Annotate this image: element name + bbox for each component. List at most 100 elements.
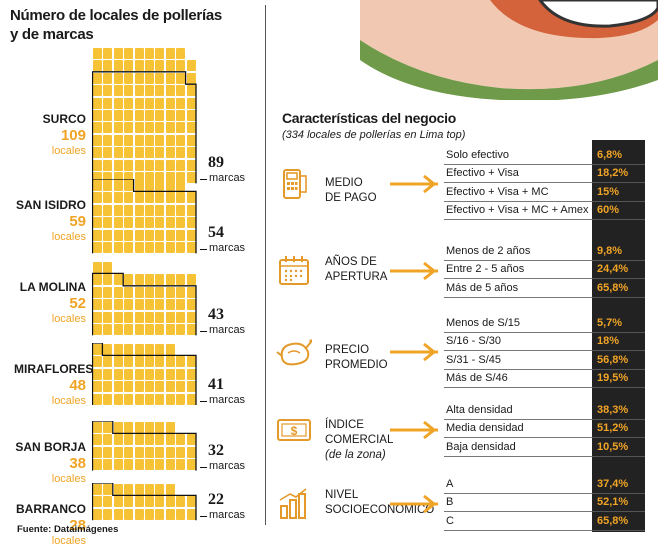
locales-label: locales	[51, 313, 86, 325]
waffle-cell	[103, 434, 113, 446]
waffle-cell	[155, 311, 165, 323]
table-row: Media densidad 51,2%	[444, 420, 645, 439]
waffle-cell	[134, 85, 144, 97]
waffle-cell	[113, 311, 123, 323]
waffle-cell	[134, 97, 144, 109]
waffle-cell	[165, 204, 175, 216]
brands-outline	[92, 272, 197, 336]
chart-title-line1: Número de locales de pollerías	[10, 7, 222, 24]
waffle-cell	[155, 180, 165, 191]
waffle-cell	[93, 122, 102, 134]
waffle-cell	[145, 85, 154, 97]
row-value: 65,8%	[597, 281, 629, 294]
waffle-cell	[165, 97, 175, 109]
row-value: 38,3%	[597, 404, 629, 416]
waffle-cell	[176, 299, 186, 311]
row-label: A	[446, 478, 454, 490]
waffle-cell	[113, 72, 123, 84]
waffle-cell	[145, 311, 154, 323]
waffle-cell	[165, 434, 175, 446]
waffle-cell	[103, 459, 113, 471]
waffle-cell	[165, 311, 175, 323]
waffle-cell	[186, 356, 196, 368]
waffle-cell	[145, 97, 154, 109]
business-title: Características del negocio	[282, 110, 456, 126]
waffle-cell	[124, 446, 134, 458]
waffle-cell	[145, 134, 154, 146]
table-row: Entre 2 - 5 años 24,4%	[444, 261, 645, 280]
table-row: C 65,8%	[444, 513, 645, 531]
locales-label: locales	[51, 535, 86, 547]
waffle-cell	[165, 72, 175, 84]
waffle-cell	[145, 110, 154, 121]
section-label: ÍNDICE COMERCIAL (de la zona)	[325, 418, 393, 463]
waffle-cell	[145, 459, 154, 471]
waffle-cell	[176, 242, 186, 253]
waffle-cell	[124, 204, 134, 216]
waffle-cell	[176, 134, 186, 146]
row-label: Efectivo + Visa + MC + Amex	[446, 204, 589, 217]
waffle-cell	[93, 192, 102, 204]
waffle-cell	[103, 217, 113, 229]
waffle-cell	[124, 381, 134, 393]
waffle-cell	[186, 286, 196, 298]
district-name: BARRANCO	[16, 502, 86, 516]
row-label: Entre 2 - 5 años	[446, 263, 525, 276]
waffle-cell	[103, 134, 113, 146]
waffle-cell	[155, 48, 165, 59]
waffle-cell	[93, 434, 102, 446]
waffle-cell	[113, 172, 123, 183]
table-row: A 37,4%	[444, 476, 645, 494]
waffle-cell	[186, 134, 196, 146]
waffle-cell	[186, 147, 196, 159]
waffle-cell	[165, 159, 175, 171]
row-divider	[444, 332, 592, 333]
waffle-cell	[155, 496, 165, 508]
section-label-note: (de la zona)	[325, 449, 386, 461]
waffle-cell	[93, 422, 102, 433]
waffle-cell	[124, 393, 134, 405]
waffle-cell	[165, 229, 175, 241]
waffle-cell	[124, 368, 134, 380]
waffle-cell	[93, 60, 102, 72]
row-label: Media densidad	[446, 422, 524, 435]
waffle-cell	[155, 508, 165, 520]
waffle-cell	[155, 324, 165, 335]
waffle-cell	[165, 48, 175, 59]
marcas-tick	[200, 331, 207, 333]
waffle-cell	[134, 274, 144, 286]
waffle-cell	[103, 172, 113, 183]
waffle-cell	[124, 85, 134, 97]
waffle-cell	[103, 204, 113, 216]
waffle-cell	[155, 217, 165, 229]
waffle-cell	[103, 299, 113, 311]
section-label: PRECIO PROMEDIO	[325, 343, 388, 373]
marcas-count: 89	[208, 154, 224, 172]
waffle-cell	[124, 97, 134, 109]
waffle-cell	[124, 459, 134, 471]
waffle-cell	[145, 324, 154, 335]
waffle-cell	[134, 344, 144, 355]
row-divider	[592, 350, 645, 352]
waffle-cell	[145, 159, 154, 171]
row-value: 65,8%	[597, 514, 629, 527]
section-label-line: NIVEL	[325, 489, 359, 501]
waffle-cell	[93, 172, 102, 183]
waffle-cell	[155, 484, 165, 495]
waffle-cell	[186, 122, 196, 134]
waffle-cell	[124, 422, 134, 433]
row-value: 24,4%	[597, 263, 629, 276]
row-divider	[592, 164, 645, 165]
row-label: B	[446, 496, 454, 509]
waffle-cell	[176, 172, 186, 183]
waffle-cell	[176, 97, 186, 109]
waffle-cell	[113, 204, 123, 216]
waffle-cell	[113, 344, 123, 355]
row-label: Baja densidad	[446, 440, 516, 453]
waffle-cell	[113, 122, 123, 134]
locales-count: 28	[69, 517, 86, 534]
waffle-cell	[165, 242, 175, 253]
waffle-cell	[186, 217, 196, 229]
waffle-cell	[124, 110, 134, 121]
waffle-cell	[103, 180, 113, 191]
